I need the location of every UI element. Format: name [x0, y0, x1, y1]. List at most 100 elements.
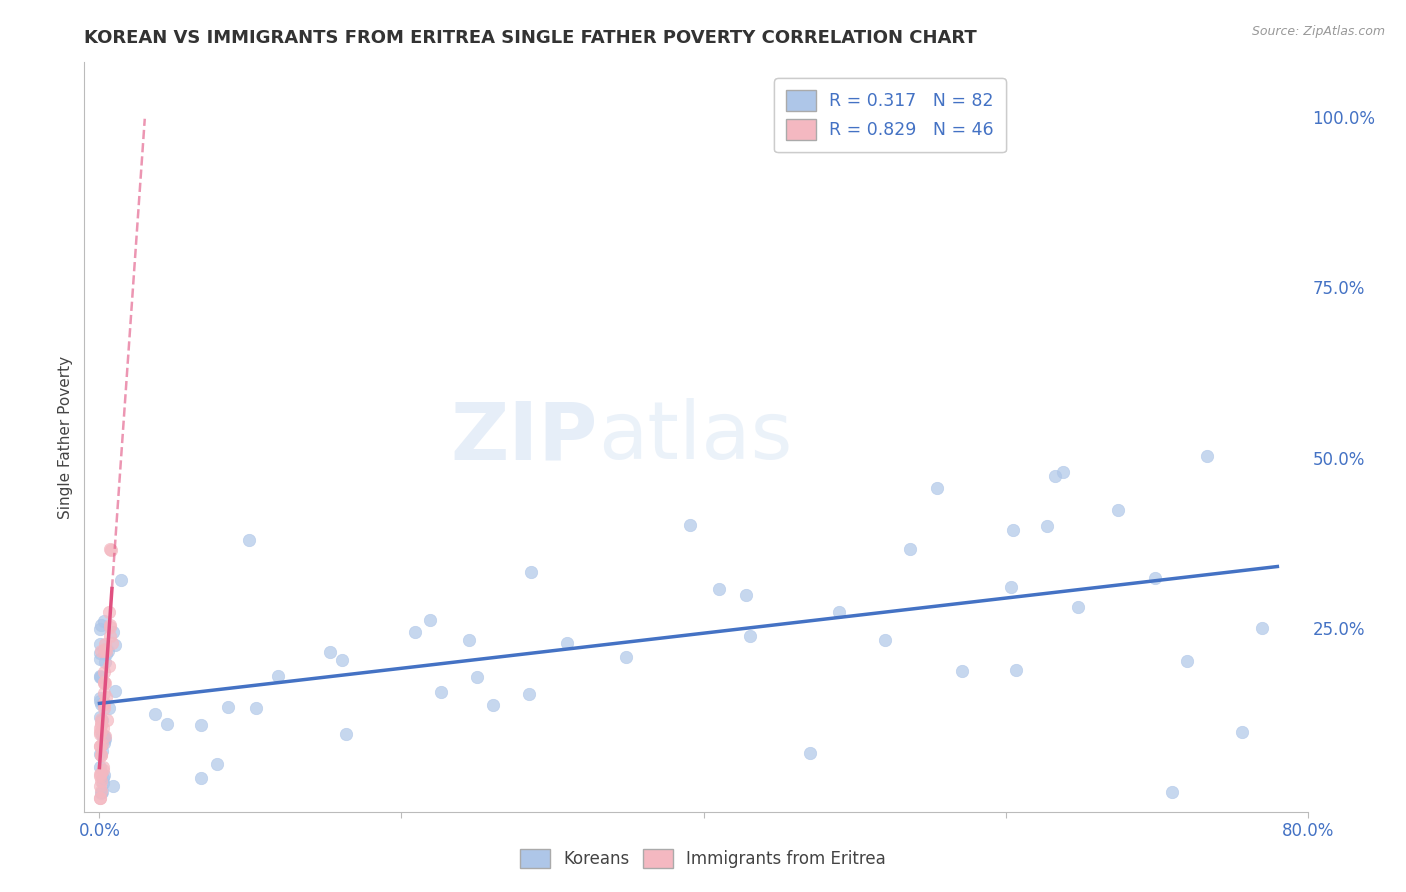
Point — [90, 670, 112, 684]
Point — [93, 701, 115, 715]
Legend: R = 0.317   N = 82, R = 0.829   N = 46: R = 0.317 N = 82, R = 0.829 N = 46 — [775, 78, 1005, 152]
Text: ZIP: ZIP — [451, 398, 598, 476]
Point — [94, 655, 117, 669]
Point — [90, 747, 112, 762]
Point — [90, 737, 112, 751]
Point — [520, 565, 543, 579]
Point — [1000, 580, 1022, 594]
Point — [555, 636, 578, 650]
Point — [89, 722, 111, 736]
Y-axis label: Single Father Poverty: Single Father Poverty — [58, 356, 73, 518]
Point — [89, 622, 111, 636]
Point — [1107, 502, 1129, 516]
Point — [93, 686, 115, 700]
Point — [91, 760, 114, 774]
Point — [950, 664, 973, 678]
Point — [90, 618, 112, 632]
Point — [740, 629, 762, 643]
Point — [98, 617, 121, 632]
Point — [156, 716, 179, 731]
Point — [519, 687, 541, 701]
Point — [90, 712, 112, 726]
Point — [1144, 571, 1167, 585]
Point — [419, 613, 441, 627]
Point — [93, 644, 115, 658]
Point — [96, 690, 118, 705]
Point — [91, 776, 114, 790]
Point — [93, 729, 115, 743]
Point — [267, 669, 290, 683]
Point — [245, 701, 267, 715]
Point — [1036, 519, 1059, 533]
Point — [616, 650, 638, 665]
Point — [90, 717, 112, 731]
Point — [89, 747, 111, 762]
Point — [90, 784, 112, 798]
Legend: Koreans, Immigrants from Eritrea: Koreans, Immigrants from Eritrea — [513, 842, 893, 875]
Point — [93, 698, 115, 712]
Point — [89, 725, 111, 739]
Point — [457, 632, 479, 647]
Point — [94, 729, 117, 743]
Point — [679, 518, 702, 533]
Point — [104, 684, 127, 698]
Point — [94, 676, 117, 690]
Point — [90, 786, 112, 800]
Point — [318, 645, 340, 659]
Text: atlas: atlas — [598, 398, 793, 476]
Point — [94, 643, 117, 657]
Point — [93, 731, 115, 746]
Text: Source: ZipAtlas.com: Source: ZipAtlas.com — [1251, 25, 1385, 38]
Point — [217, 699, 239, 714]
Point — [709, 582, 731, 596]
Point — [90, 644, 112, 658]
Point — [93, 614, 115, 628]
Point — [90, 697, 112, 711]
Point — [465, 670, 488, 684]
Point — [96, 714, 118, 728]
Point — [94, 642, 117, 657]
Point — [89, 726, 111, 740]
Point — [190, 772, 212, 786]
Point — [190, 718, 212, 732]
Point — [91, 763, 114, 777]
Point — [1251, 621, 1274, 635]
Point — [238, 533, 260, 547]
Point — [430, 685, 453, 699]
Point — [89, 669, 111, 683]
Point — [734, 588, 756, 602]
Point — [90, 774, 112, 789]
Point — [925, 481, 948, 495]
Point — [89, 646, 111, 660]
Point — [93, 768, 115, 782]
Point — [89, 637, 111, 651]
Point — [93, 736, 115, 750]
Point — [101, 624, 124, 639]
Point — [1052, 466, 1074, 480]
Point — [91, 771, 114, 785]
Point — [100, 543, 122, 558]
Point — [93, 675, 115, 690]
Point — [89, 670, 111, 684]
Point — [91, 785, 114, 799]
Point — [1001, 523, 1024, 537]
Point — [1175, 654, 1198, 668]
Point — [89, 769, 111, 783]
Point — [96, 644, 118, 658]
Point — [90, 766, 112, 780]
Point — [89, 739, 111, 753]
Point — [90, 728, 112, 742]
Point — [91, 721, 114, 735]
Point — [94, 731, 117, 746]
Point — [104, 638, 127, 652]
Point — [89, 767, 111, 781]
Point — [89, 791, 111, 805]
Point — [90, 748, 112, 763]
Point — [90, 714, 112, 729]
Point — [90, 743, 112, 757]
Point — [93, 675, 115, 690]
Point — [335, 727, 357, 741]
Point — [98, 659, 121, 673]
Point — [143, 706, 166, 721]
Point — [89, 709, 111, 723]
